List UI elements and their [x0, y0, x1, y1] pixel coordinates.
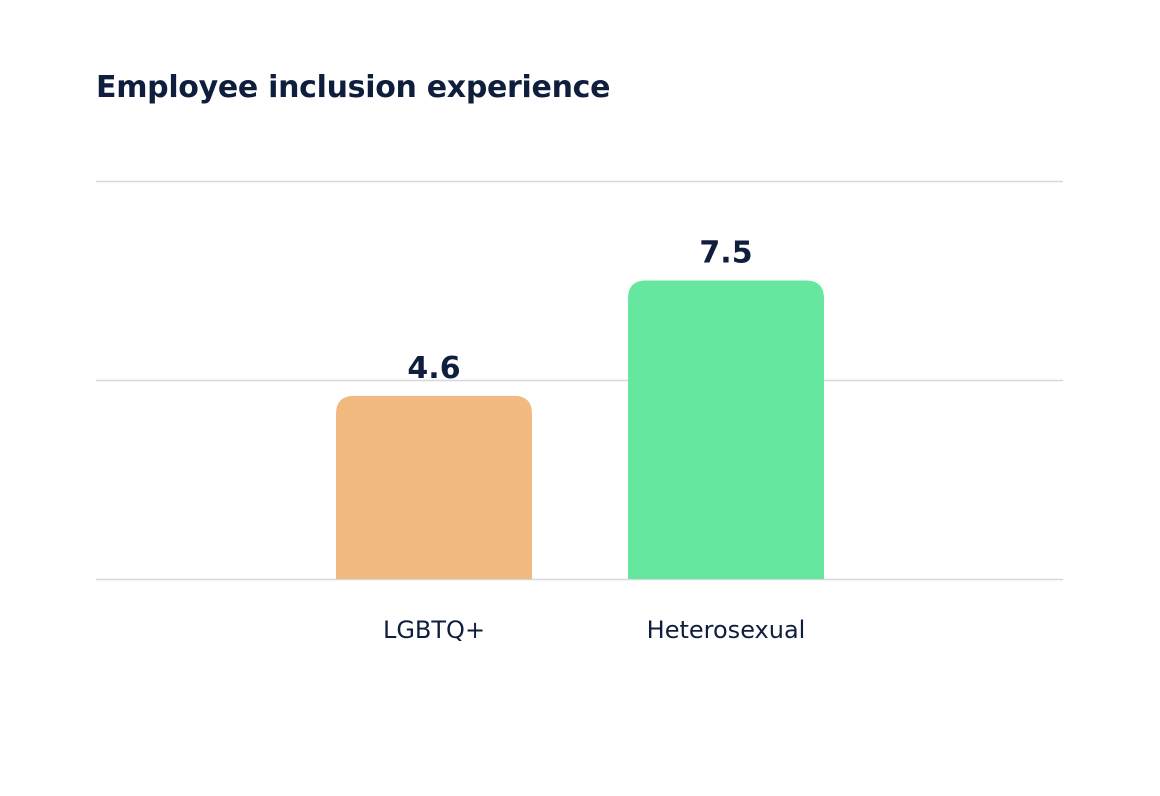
chart-title: Employee inclusion experience: [96, 70, 611, 105]
category-label: LGBTQ+: [383, 616, 485, 644]
data-label: 7.5: [699, 236, 752, 271]
bar-lgbtq: [336, 395, 532, 579]
bars: [336, 280, 824, 579]
category-label: Heterosexual: [647, 616, 806, 644]
labels: 4.6 LGBTQ+ 7.5 Heterosexual: [383, 236, 805, 645]
bar-heterosexual: [628, 280, 824, 579]
gridlines: [96, 180, 1063, 581]
data-label: 4.6: [407, 351, 460, 386]
